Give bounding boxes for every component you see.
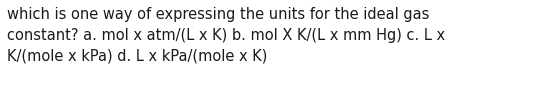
Text: which is one way of expressing the units for the ideal gas
constant? a. mol x at: which is one way of expressing the units…: [7, 7, 445, 63]
